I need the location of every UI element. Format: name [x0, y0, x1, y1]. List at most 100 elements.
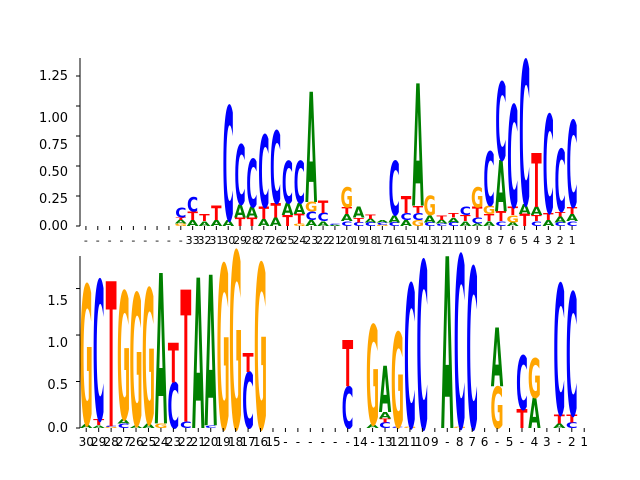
top-logo-letter-40-2: T — [555, 210, 565, 218]
bottom-logo-letter-25-0: C — [392, 427, 404, 429]
top-logo-letter-30-1: A — [436, 219, 448, 225]
bottom-logo-letter-24-1: T — [380, 418, 392, 424]
top-logo-letter-29-0: C — [424, 222, 435, 228]
top-logo-letter-16-1: T — [270, 201, 280, 223]
top-xtick-label-21: 21 — [328, 234, 342, 247]
top-logo-letter-39-1: T — [543, 212, 554, 224]
top-logo-letter-11-1: T — [211, 203, 221, 225]
bottom-logo-letter-5-1: G — [142, 251, 155, 467]
bottom-xtick-label-3: 27 — [116, 435, 131, 449]
top-logo-letter-22-1: A — [341, 213, 353, 225]
top-logo-letter-28-2: T — [413, 204, 424, 216]
top-y-ticks: 0.00 0.25 0.50 0.75 1.00 1.25 — [39, 69, 68, 234]
bottom-logo-letter-36-0: A — [528, 390, 541, 439]
bottom-xtick-label-18: - — [308, 435, 312, 449]
top-xtick-label-1: - — [96, 234, 100, 247]
bottom-xtick-label-14: 16 — [253, 435, 268, 449]
top-logo-letter-28-3: A — [412, 52, 424, 246]
bottom-logo-letter-0-1: G — [80, 247, 93, 470]
bottom-logo-letter-23-0: A — [366, 423, 379, 429]
top-logo-letter-14-2: C — [246, 148, 257, 224]
top-xtick-label-11: 31 — [209, 234, 223, 247]
bottom-logo-letter-21-0: C — [342, 375, 354, 442]
top-logo-letter-19-0: A — [305, 219, 317, 228]
bottom-logo-letter-24-3: A — [379, 353, 391, 427]
bottom-xtick-label-38: - — [557, 435, 561, 449]
bottom-y-ticks: 0.0 0.5 1.0 1.5 — [47, 294, 68, 436]
top-logo-letter-18-2: A — [293, 200, 305, 218]
bottom-xtick-label-30: 8 — [456, 435, 464, 449]
top-logo-letter-33-0: A — [471, 223, 483, 227]
top-logo-letter-28-0: G — [412, 219, 424, 228]
bottom-logo-letter-38-2: C — [553, 249, 565, 456]
bottom-logo-letter-8-0: C — [180, 420, 192, 430]
top-logo-letter-35-0: C — [495, 220, 506, 228]
bottom-logo-letter-36-1: G — [528, 347, 541, 411]
bottom-logo-letter-8-1: T — [180, 255, 191, 465]
bottom-logo-letter-24-0: C — [379, 421, 391, 430]
bottom-logo-letter-13-1: T — [243, 349, 254, 379]
bottom-logo-letter-0-0: A — [80, 423, 93, 429]
top-xtick-label-10: 32 — [198, 234, 212, 247]
top-logo-letter-31-1: A — [448, 216, 461, 224]
bottom-logo-letter-31-0: C — [466, 223, 478, 480]
bottom-xtick-label-20: - — [333, 435, 337, 449]
top-xtick-label-22: 20 — [340, 234, 354, 247]
top-logo-letter-37-0: T — [519, 210, 530, 230]
bottom-logo-letter-33-1: A — [491, 311, 503, 405]
top-xtick-label-0: - — [84, 234, 88, 247]
bottom-logo-letter-2-2: T — [106, 243, 117, 474]
bottom-xtick-label-7: 23 — [166, 435, 181, 449]
bottom-logo-letter-6-0: G — [154, 422, 167, 429]
top-logo-letter-18-1: T — [294, 213, 305, 228]
bottom-logo-letter-30-1: C — [454, 210, 466, 480]
top-logo-letter-20-1: C — [317, 211, 328, 225]
bottom-xtick-label-27: 10 — [415, 435, 430, 449]
bottom-logo-letter-3-0: C — [118, 422, 130, 429]
top-logo-letter-8-1: A — [175, 219, 187, 225]
top-logo-letter-32-1: T — [460, 214, 471, 223]
bottom-xtick-label-24: 13 — [377, 435, 392, 449]
bottom-logo-letter-9-0: A — [192, 236, 204, 477]
top-xtick-label-36: 6 — [509, 234, 516, 247]
top-xtick-label-12: 30 — [221, 234, 235, 247]
top-logo-letter-16-2: C — [270, 112, 281, 227]
top-logo-letter-41-3: C — [566, 97, 577, 234]
bottom-logo-letter-30-0: G — [453, 427, 466, 429]
top-logo-letter-27-0: A — [400, 219, 412, 228]
top-logo-letter-13-1: A — [234, 200, 246, 222]
top-logo-letter-35-3: C — [495, 61, 506, 186]
top-xtick-label-9: 33 — [186, 234, 200, 247]
bottom-logo-letter-10-0: C — [205, 424, 217, 429]
bottom-xtick-label-0: 30 — [79, 435, 94, 449]
bottom-xtick-label-37: 3 — [543, 435, 551, 449]
top-logo-letter-19-2: G — [305, 201, 317, 216]
top-logo-letter-27-2: T — [401, 192, 412, 219]
top-logo-letter-29-2: G — [424, 192, 436, 223]
bottom-xtick-label-33: - — [495, 435, 499, 449]
top-xtick-label-40: 2 — [557, 234, 564, 247]
top-logo-letter-14-0: T — [247, 216, 258, 230]
bottom-logo-letter-33-0: G — [491, 375, 504, 442]
top-xtick-label-20: 22 — [316, 234, 330, 247]
bottom-logo-letter-2-0: G — [105, 427, 118, 429]
top-logo-letter-34-1: T — [484, 213, 495, 225]
bottom-logo-letter-4-0: A — [130, 424, 142, 429]
top-logo-letter-38-1: T — [531, 214, 542, 223]
top-logo-letter-22-3: G — [341, 182, 353, 214]
bottom-logo-letter-27-0: C — [417, 216, 429, 480]
top-logo-letter-15-2: C — [258, 116, 269, 231]
top-xtick-label-37: 5 — [521, 234, 528, 247]
top-xtick-label-8: - — [179, 234, 183, 247]
top-logo-letter-17-1: A — [282, 200, 294, 220]
top-logo-letter-8-3: C — [175, 207, 186, 222]
bottom-logo-letter-39-0: C — [566, 421, 578, 430]
top-logo-letter-32-2: C — [460, 205, 471, 219]
top-logo-letter-20-2: T — [318, 197, 329, 217]
top-ytick-4: 1.00 — [39, 111, 68, 126]
top-logo-letter-27-1: C — [400, 212, 411, 224]
bottom-y-tick-marks — [76, 288, 80, 429]
bottom-logo-letter-3-2: G — [117, 258, 130, 461]
bottom-xtick-label-23: - — [370, 435, 374, 449]
